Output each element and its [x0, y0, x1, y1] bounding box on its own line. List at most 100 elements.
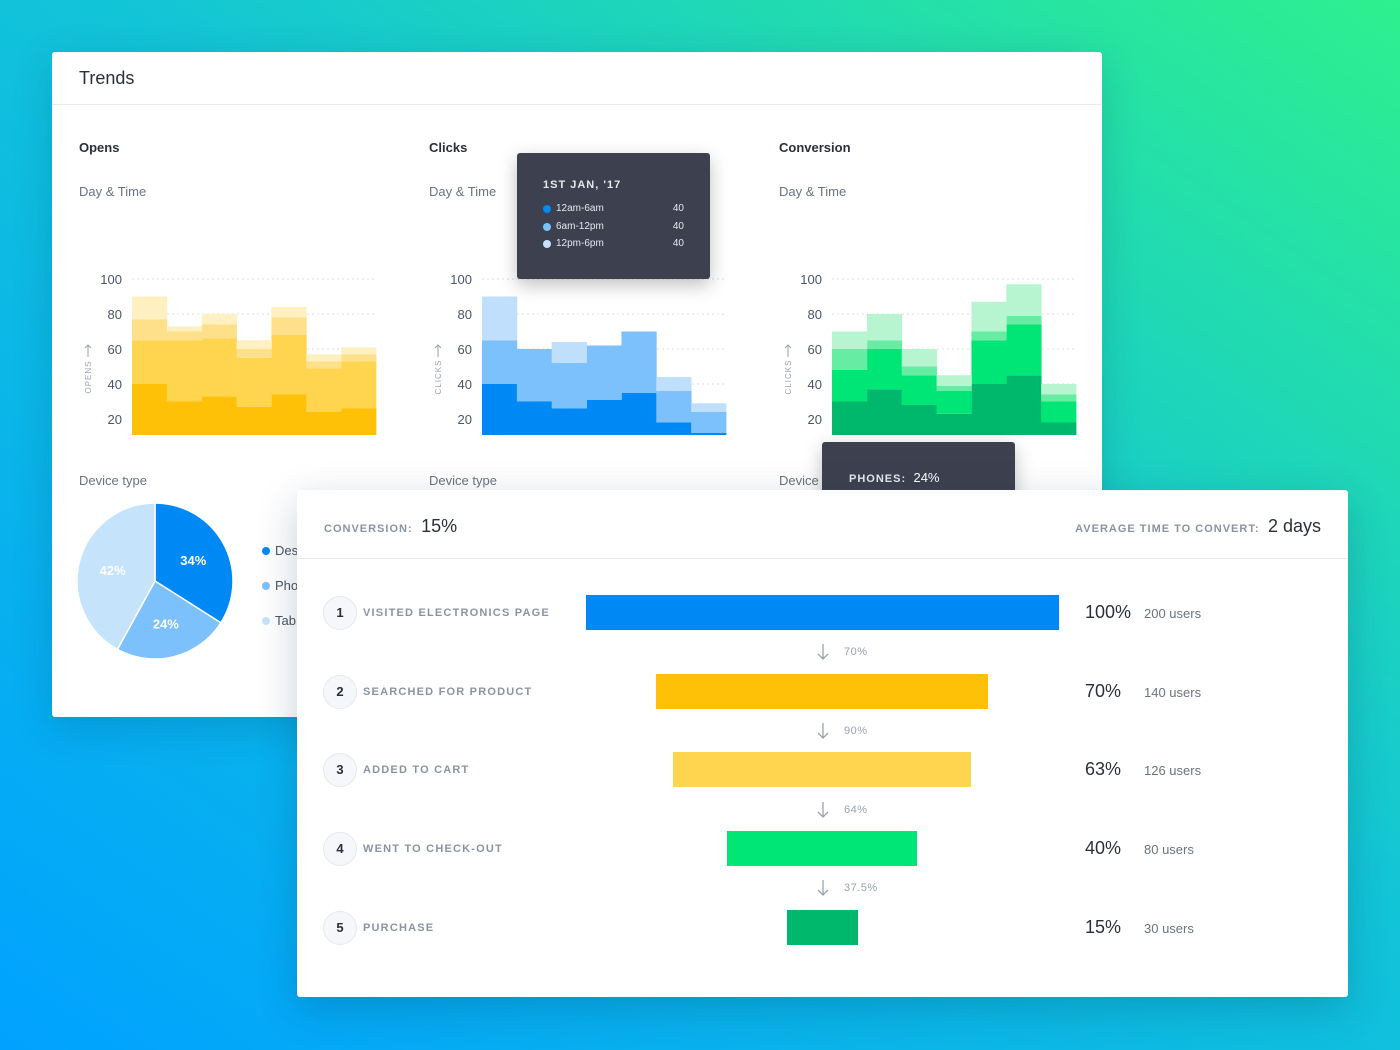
area-segment[interactable] — [936, 385, 972, 391]
conversion-chart: 020406080100MTWThFSSuCLICKS Conversion D… — [752, 105, 1092, 435]
opens-chart-svg: 020406080100MTWThFSSuOPENS — [84, 272, 377, 436]
device-type-label: Device type — [79, 473, 147, 488]
area-segment[interactable] — [306, 368, 342, 412]
area-segment[interactable] — [482, 340, 518, 384]
area-segment[interactable] — [1006, 284, 1042, 316]
area-segment[interactable] — [306, 354, 342, 362]
opens-chart-subtitle: Day & Time — [79, 184, 147, 199]
area-segment[interactable] — [656, 422, 692, 436]
area-segment[interactable] — [936, 413, 972, 435]
area-segment[interactable] — [832, 401, 868, 436]
area-segment[interactable] — [1041, 422, 1077, 436]
area-segment[interactable] — [551, 408, 587, 436]
area-segment[interactable] — [516, 349, 553, 402]
area-segment[interactable] — [971, 340, 1007, 384]
area-segment[interactable] — [482, 384, 518, 435]
area-segment[interactable] — [1006, 375, 1042, 435]
area-segment[interactable] — [551, 342, 587, 363]
tooltip-row-label: 6am-12pm — [556, 220, 604, 232]
area-segment[interactable] — [236, 357, 272, 407]
area-segment[interactable] — [271, 394, 307, 436]
step-number: 3 — [323, 753, 357, 787]
area-segment[interactable] — [132, 384, 168, 435]
area-segment[interactable] — [691, 403, 727, 412]
step-bar — [673, 752, 971, 787]
area-segment[interactable] — [132, 340, 168, 384]
area-segment[interactable] — [236, 340, 272, 349]
area-segment[interactable] — [166, 326, 203, 332]
area-segment[interactable] — [271, 335, 307, 395]
area-segment[interactable] — [166, 340, 203, 402]
area-segment[interactable] — [936, 375, 972, 386]
area-segment[interactable] — [482, 296, 518, 341]
area-segment[interactable] — [936, 391, 972, 414]
area-segment[interactable] — [1041, 384, 1077, 395]
area-segment[interactable] — [1041, 394, 1077, 402]
area-segment[interactable] — [132, 296, 168, 320]
area-segment[interactable] — [1006, 315, 1042, 325]
area-segment[interactable] — [866, 314, 903, 341]
funnel-step[interactable]: 3 ADDED TO CART 63% 126 users — [297, 752, 1348, 788]
area-segment[interactable] — [656, 391, 692, 423]
area-segment[interactable] — [341, 408, 377, 436]
area-segment[interactable] — [1041, 401, 1077, 423]
area-segment[interactable] — [341, 361, 377, 409]
transition-percent: 37.5% — [844, 882, 878, 894]
area-segment[interactable] — [586, 399, 622, 435]
area-segment[interactable] — [271, 307, 307, 318]
legend-item-phones[interactable]: Pho — [262, 579, 298, 614]
area-segment[interactable] — [306, 361, 342, 369]
funnel-transition: 64% — [297, 800, 1348, 820]
area-segment[interactable] — [341, 354, 377, 362]
legend-item-tablets[interactable]: Tab — [262, 614, 298, 649]
area-segment[interactable] — [901, 349, 937, 367]
area-segment[interactable] — [201, 314, 237, 325]
area-segment[interactable] — [586, 345, 622, 400]
step-percent: 40% — [1085, 838, 1122, 858]
area-segment[interactable] — [271, 317, 307, 336]
funnel-step[interactable]: 2 SEARCHED FOR PRODUCT 70% 140 users — [297, 674, 1348, 710]
arrow-up-icon — [784, 344, 792, 357]
area-segment[interactable] — [132, 319, 168, 341]
area-segment[interactable] — [201, 396, 237, 435]
area-segment[interactable] — [236, 406, 272, 435]
legend-item-desktop[interactable]: Des — [262, 544, 298, 579]
area-segment[interactable] — [832, 331, 868, 350]
area-segment[interactable] — [621, 392, 657, 435]
area-segment[interactable] — [621, 331, 657, 393]
pie-slice[interactable] — [76, 502, 156, 651]
area-segment[interactable] — [866, 349, 903, 390]
area-segment[interactable] — [551, 363, 587, 409]
area-segment[interactable] — [832, 370, 868, 402]
arrow-down-icon — [817, 802, 829, 818]
area-segment[interactable] — [866, 389, 903, 435]
area-segment[interactable] — [201, 338, 237, 397]
area-segment[interactable] — [1006, 324, 1042, 376]
area-segment[interactable] — [971, 301, 1007, 332]
legend-label: Des — [275, 543, 299, 558]
area-segment[interactable] — [166, 401, 203, 436]
area-segment[interactable] — [656, 377, 692, 391]
conversion-chart-title: Conversion — [779, 140, 851, 155]
area-segment[interactable] — [691, 433, 727, 435]
area-segment[interactable] — [901, 405, 937, 435]
area-segment[interactable] — [691, 412, 727, 433]
area-segment[interactable] — [866, 340, 903, 349]
area-segment[interactable] — [516, 401, 553, 436]
area-segment[interactable] — [341, 347, 377, 355]
area-segment[interactable] — [236, 349, 272, 358]
funnel-step[interactable]: 5 PURCHASE 15% 30 users — [297, 910, 1348, 946]
area-segment[interactable] — [971, 384, 1007, 435]
funnel-step[interactable]: 1 VISITED ELECTRONICS PAGE 100% 200 user… — [297, 595, 1348, 631]
area-segment[interactable] — [832, 349, 868, 370]
area-segment[interactable] — [901, 375, 937, 405]
funnel-step[interactable]: 4 WENT TO CHECK-OUT 40% 80 users — [297, 831, 1348, 867]
area-segment[interactable] — [306, 412, 342, 435]
step-bar — [656, 674, 988, 709]
area-segment[interactable] — [971, 331, 1007, 341]
area-segment[interactable] — [901, 366, 937, 376]
area-segment[interactable] — [201, 324, 237, 339]
area-segment[interactable] — [166, 331, 203, 341]
pie-slice[interactable] — [116, 579, 222, 660]
y-tick-label: 40 — [108, 377, 122, 392]
